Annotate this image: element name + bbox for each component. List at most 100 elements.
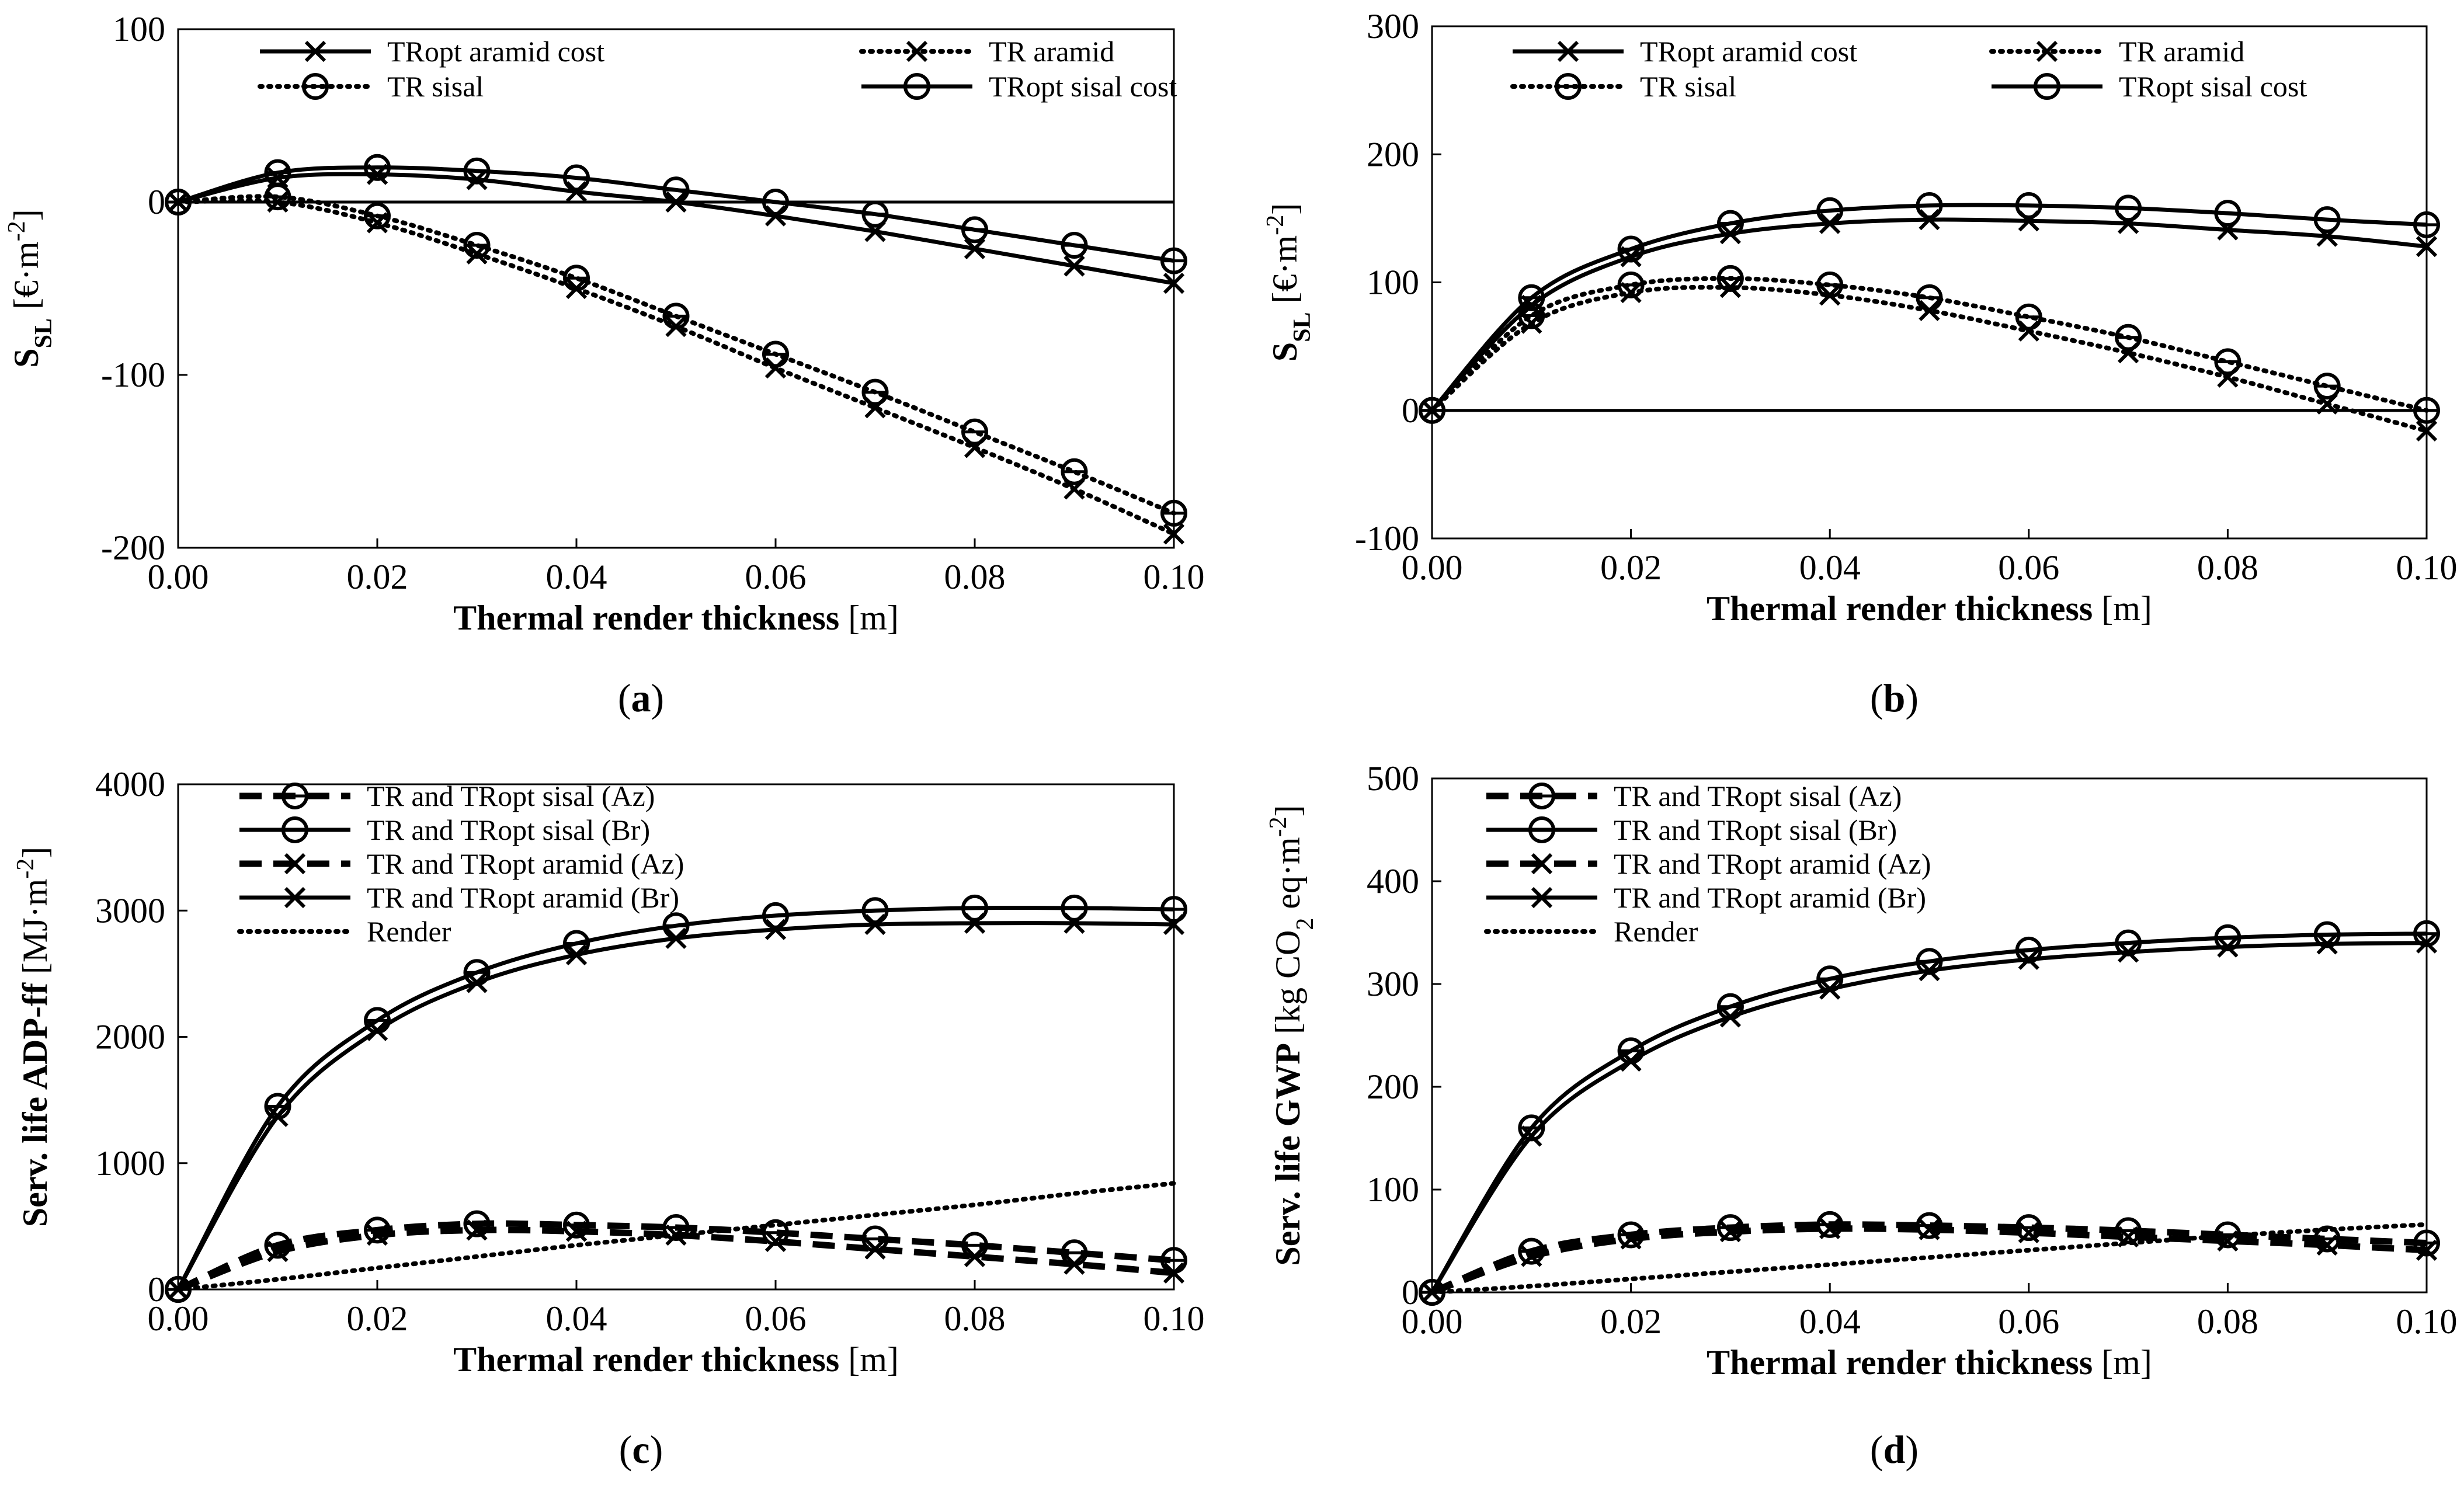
label-part: [m] [2093,589,2152,628]
series-tropt-sisal-cost [165,154,1187,274]
legend-item: TR and TRopt sisal (Az) [239,780,655,812]
legend-label: TRopt aramid cost [387,35,604,68]
data-point [2015,1214,2042,1242]
data-point [2416,420,2438,441]
x-tick-label: 0.08 [2197,1302,2258,1341]
data-point [1719,277,1742,298]
legend-item: TR sisal [1510,70,1736,103]
legend-label: TR aramid [2119,35,2244,68]
data-point [563,164,590,192]
series-tr-and-tropt-aramid-az [167,1219,1185,1301]
legend-label: Render [1614,915,1698,948]
data-point [1816,197,1844,224]
x-tick-label: 0.04 [1799,1302,1861,1341]
series-line [1430,941,2427,1294]
x-tick-label: 0.04 [1799,548,1861,587]
data-point [1518,284,1545,311]
plot-frame [1431,777,2428,1294]
y-tick-label: 0 [148,1270,165,1309]
data-point [762,340,789,368]
series-tropt-sisal-cost [1419,192,2440,424]
panel-label-part: ) [650,1427,663,1472]
data-point [1916,192,1943,219]
legend-marker [2034,73,2060,100]
data-point [1163,272,1185,294]
data-point [662,303,690,330]
series-tr-and-tropt-sisal-az [165,1210,1187,1303]
y-tick-label: 200 [1367,1068,1419,1106]
label-part: -2 [1262,215,1289,235]
x-axis-title: Thermal render thickness [m] [1707,589,2152,628]
legend-item: Render [237,915,451,948]
panel-label: (c) [619,1427,663,1472]
legend-item: TR and TRopt aramid (Br) [1486,881,1926,914]
label-part: Thermal render thickness [453,1340,839,1379]
data-point [364,1216,391,1244]
panel-label-part: ( [1870,1427,1883,1472]
x-tick-label: 0.06 [745,1299,807,1338]
label-part: Thermal render thickness [1707,589,2093,628]
series-tropt-aramid-cost [1421,208,2438,421]
y-tick-label: -100 [1355,519,1419,558]
data-point [2018,1222,2039,1244]
data-point [2416,1239,2438,1261]
data-point [1916,284,1943,311]
series-line [1430,931,2427,1294]
legend-marker [1531,853,1553,875]
legend-marker [302,73,329,100]
data-point [366,1224,388,1246]
data-point [2416,235,2438,258]
y-tick-label: 4000 [95,765,165,804]
x-tick-label: 0.02 [347,1299,408,1338]
data-point [267,1241,289,1263]
data-point [2117,941,2139,963]
data-point [1620,1050,1642,1072]
panel-label: (b) [1870,676,1919,720]
chart-panel-d: 0.00 0.02 0.04 0.06 0.08 0.10 0 100 200 300 400 500… [1265,759,2458,1472]
label-part: Serv. life ADP-ff [16,982,54,1227]
data-point [1617,235,1645,263]
y-tick-label: 200 [1367,135,1419,173]
data-point [1816,1211,1844,1238]
data-point [466,169,488,190]
series-line [176,921,1174,1291]
label-part: ] [1266,203,1304,215]
series-tr-sisal [1419,265,2440,424]
y-tick-label: 400 [1367,862,1419,901]
panel-label-part: d [1883,1427,1906,1472]
legend-item: TRopt sisal cost [861,70,1177,103]
panel-label: (a) [618,676,664,720]
data-point [1419,397,1445,424]
data-point [2313,206,2341,234]
legend-label: TR and TRopt aramid (Br) [367,881,679,914]
data-point [1919,1219,1940,1240]
data-point [964,1246,986,1267]
data-point [861,378,889,406]
data-point [1521,1246,1542,1267]
y-axis-title: Serv. life GWP [kg CO2 eq·m-2] [1265,805,1319,1265]
data-point [364,202,391,230]
data-point [964,912,986,934]
chart-panel-a: 0.00 0.02 0.04 0.06 0.08 0.10 -200 -100 0 100 Ther… [4,10,1205,720]
legend-marker [2036,40,2058,62]
data-point [1620,1228,1642,1250]
data-point [565,944,588,966]
legend-marker [903,73,930,100]
label-part: ] [1269,805,1307,816]
x-tick-label: 0.08 [944,558,1006,596]
data-point [2313,373,2341,400]
data-point [2413,397,2440,424]
series-line [176,1181,1176,1292]
data-point [1061,232,1088,259]
x-axis-title: Thermal render thickness [m] [453,1340,899,1379]
data-point [264,159,291,186]
data-point [466,1219,488,1241]
series-tr-and-tropt-aramid-br [167,912,1185,1301]
label-part: [€·m [7,241,46,318]
data-point [864,1238,886,1260]
data-point [2015,192,2042,219]
data-point [1160,499,1187,527]
data-point [2115,194,2142,222]
legend-label: TR aramid [989,35,1114,68]
